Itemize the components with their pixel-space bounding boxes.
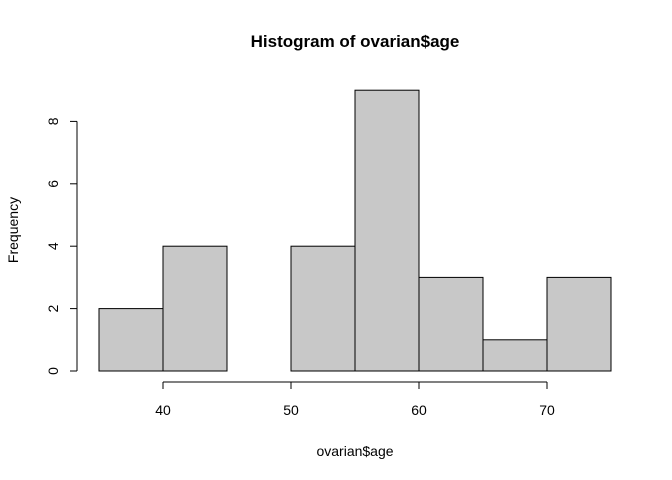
histogram-bar-65-70 <box>482 339 548 372</box>
y-tick-label-0: 0 <box>45 367 61 375</box>
x-tick-label-70: 70 <box>539 402 555 418</box>
y-tick-label-4: 4 <box>45 242 61 250</box>
y-axis-label: Frequency <box>5 197 21 263</box>
y-tick-label-2: 2 <box>45 304 61 312</box>
y-axis: 0 2 4 6 8 <box>45 117 78 375</box>
histogram-bar-55-60 <box>354 89 420 372</box>
bars-group <box>98 89 612 372</box>
y-tick-label-6: 6 <box>45 180 61 188</box>
x-axis: 40 50 60 70 <box>155 381 555 418</box>
histogram-bar-50-55 <box>290 245 356 372</box>
histogram-bar-35-40 <box>98 308 164 372</box>
histogram-bar-70-75 <box>546 276 612 372</box>
histogram-bar-60-65 <box>418 276 484 372</box>
histogram-bar-40-45 <box>162 245 228 372</box>
chart-title: Histogram of ovarian$age <box>251 32 460 51</box>
x-tick-label-60: 60 <box>411 402 427 418</box>
x-axis-label: ovarian$age <box>316 443 393 459</box>
x-tick-label-50: 50 <box>283 402 299 418</box>
x-tick-label-40: 40 <box>155 402 171 418</box>
y-tick-label-8: 8 <box>45 117 61 125</box>
